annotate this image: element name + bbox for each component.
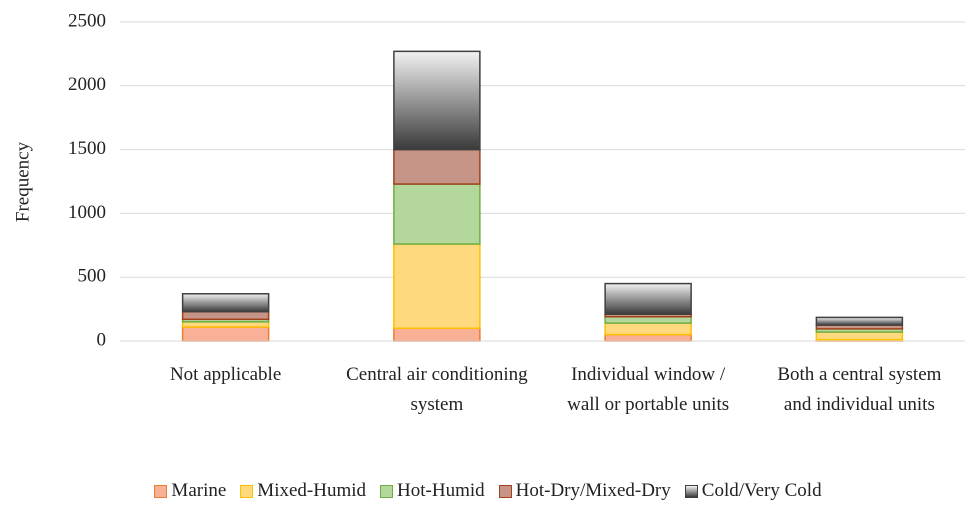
legend-item: Hot-Humid: [380, 480, 485, 502]
legend-swatch: [498, 484, 512, 498]
legend-swatch: [684, 484, 698, 498]
y-axis-label: Frequency: [12, 141, 33, 222]
bar-segment: [604, 282, 692, 315]
y-tick-label: 2000: [68, 74, 106, 95]
bar-segment: [604, 322, 692, 336]
bar-segment: [815, 316, 904, 326]
bar-segment: [393, 243, 481, 329]
bar-segment: [181, 310, 270, 321]
bar-segment: [181, 293, 270, 313]
bar-segment: [393, 183, 481, 245]
legend-label: Marine: [171, 480, 227, 501]
legend-label: Hot-Dry/Mixed-Dry: [515, 480, 671, 501]
x-tick-label: Individual window / wall or portable uni…: [567, 364, 730, 415]
plot: Frequency 0 500 1000 1500 2000 2500: [12, 10, 965, 350]
bar-segment: [815, 331, 904, 341]
legend-swatch: [240, 484, 254, 498]
legend-swatch: [154, 484, 168, 498]
legend-label: Mixed-Humid: [257, 480, 367, 501]
bar-segment: [604, 316, 692, 324]
bar-segment: [393, 50, 481, 151]
y-tick-label: 1000: [68, 202, 106, 223]
legend-swatch: [380, 484, 394, 498]
legend-item: Mixed-Humid: [240, 480, 366, 502]
y-tick-label: 1500: [68, 138, 106, 159]
x-tick-label: Both a central system and individual uni…: [777, 364, 942, 415]
legend-label: Hot-Humid: [397, 480, 485, 501]
legend: Marine Mixed-Humid Hot-Humid Hot-Dry/Mixed-…: [0, 480, 976, 502]
y-tick-label: 500: [78, 266, 107, 287]
bar-segment: [604, 333, 692, 342]
legend-item: Hot-Dry/Mixed-Dry: [498, 480, 671, 502]
legend-item: Marine: [154, 480, 226, 502]
bar-segment: [393, 327, 481, 342]
legend-label: Cold/Very Cold: [701, 480, 822, 501]
x-tick-label: Central air conditioning system: [346, 364, 528, 415]
bar-segment: [181, 321, 270, 328]
legend-item: Cold/Very Cold: [684, 480, 822, 502]
bar-segment: [181, 326, 270, 342]
y-tick-label: 0: [97, 329, 107, 350]
y-tick-label: 2500: [68, 10, 106, 31]
bar-segment: [393, 148, 481, 185]
x-tick-label: Not applicable: [169, 364, 282, 385]
